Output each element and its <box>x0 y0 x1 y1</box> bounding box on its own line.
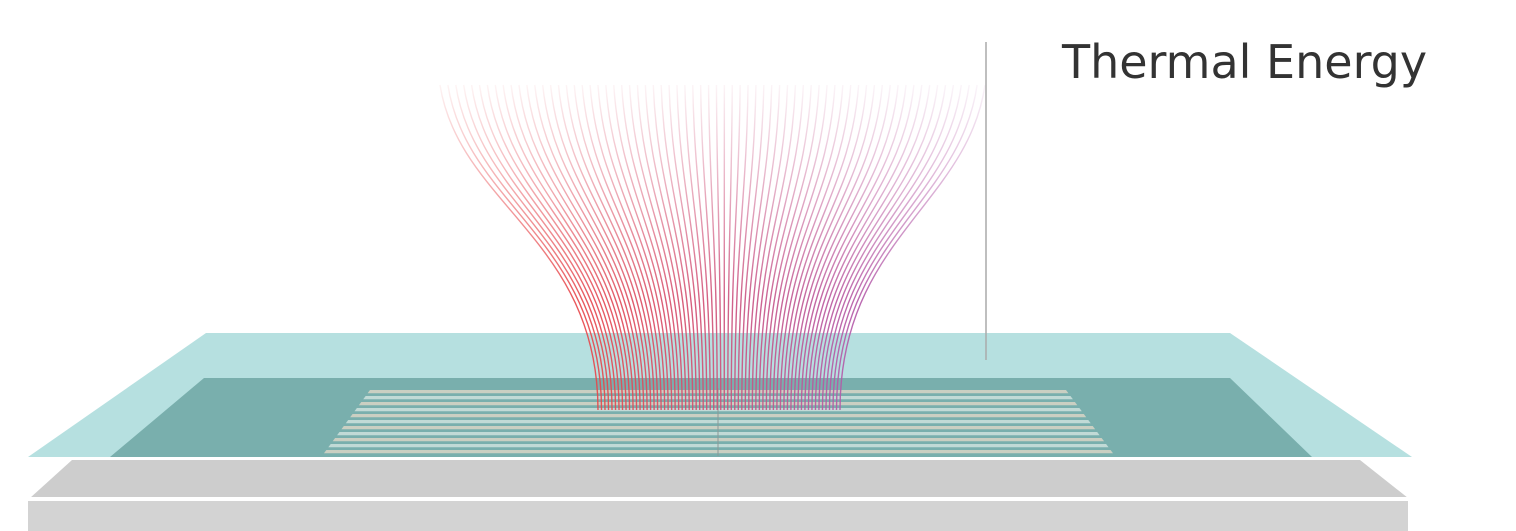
heat-fade <box>420 70 1000 300</box>
heat-beam <box>420 70 1000 411</box>
base-top-face <box>30 460 1408 498</box>
striped-target-layer <box>323 388 1113 456</box>
base-front-face <box>28 500 1408 531</box>
thermal-energy-label: Thermal Energy <box>1061 35 1427 89</box>
base-substrate <box>28 460 1408 531</box>
